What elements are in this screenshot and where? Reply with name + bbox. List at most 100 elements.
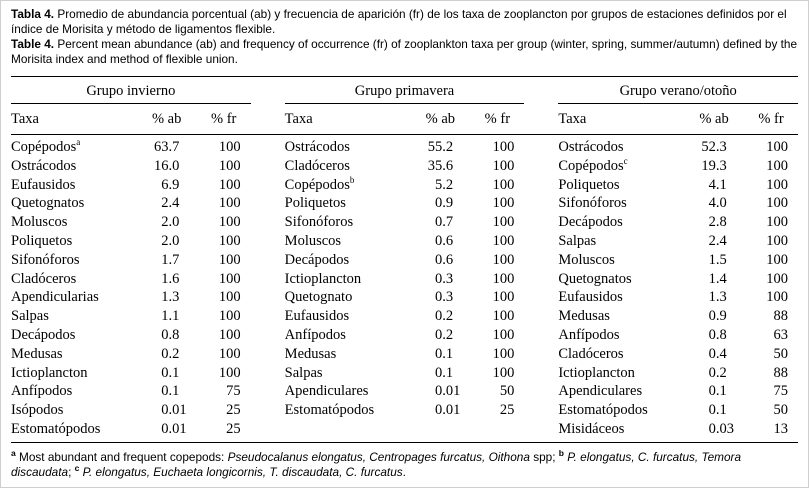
column-headers: Taxa % ab % fr — [558, 104, 798, 134]
table-row: Moluscos 2.00 100 — [11, 213, 251, 232]
fr-cell: 75 — [226, 383, 241, 400]
fr-cell: 100 — [766, 214, 789, 231]
ab-cell: 2.40 — [708, 232, 727, 249]
fr-cell: 88 — [773, 308, 789, 325]
group-header-2: Grupo verano/otoño Taxa % ab % fr — [558, 77, 799, 134]
fr-cell: 100 — [218, 308, 241, 325]
fr-cell: 63 — [773, 326, 789, 343]
taxa-cell: Medusas — [558, 308, 610, 325]
table-row: Copépodosc 19.30 100 — [558, 157, 798, 176]
table-row: Anfípodos 0.20 100 — [285, 326, 525, 345]
ab-cell: 2.00 — [161, 232, 180, 249]
taxa-cell: Salpas — [11, 308, 49, 325]
taxa-cell: Isópodos — [11, 402, 64, 419]
fr-cell: 50 — [773, 345, 789, 362]
ab-cell: 52.30 — [701, 139, 727, 155]
caption-spanish: Tabla 4. Promedio de abundancia porcentu… — [11, 7, 798, 37]
fr-cell: 100 — [218, 289, 241, 306]
col-header-ab: % ab — [699, 111, 729, 127]
table-row: Medusas 0.20 100 — [11, 345, 251, 364]
fr-cell: 100 — [766, 139, 789, 155]
ab-cell: 1.40 — [708, 270, 727, 287]
fr-cell: 100 — [492, 195, 515, 212]
footnote-species-italic: Pseudocalanus elongatus, Centropages fur… — [227, 449, 530, 464]
ab-cell: 0.01 — [161, 402, 187, 419]
table-row: Ictioplancton 0.10 100 — [11, 364, 251, 383]
group-body-0: Copépodosa63.70100Ostrácodos16.00100Eufa… — [11, 138, 251, 439]
fr-cell: 100 — [492, 214, 515, 231]
fr-cell: 100 — [766, 270, 789, 287]
taxa-cell: Quetognatos — [11, 195, 85, 212]
ab-cell: 0.20 — [161, 345, 180, 362]
table-row: Cladóceros 1.60 100 — [11, 270, 251, 289]
table-row: Decápodos 0.80 100 — [11, 326, 251, 345]
taxa-cell: Cladóceros — [284, 157, 350, 174]
ab-cell: 0.01 — [161, 420, 187, 437]
column-headers: Taxa % ab % fr — [285, 104, 525, 134]
table-row: Eufausidos 0.20 100 — [285, 307, 525, 326]
ab-cell: 1.30 — [708, 289, 727, 306]
group-headers-row: Grupo invierno Taxa% ab% fr Grupo primaver… — [11, 77, 799, 134]
taxa-cell: Copépodosa — [11, 138, 81, 155]
fr-cell: 25 — [499, 402, 515, 419]
table-row: Anfípodos 0.10 75 — [11, 382, 251, 401]
col-header-fr: % fr — [210, 111, 237, 127]
group-body-1: Ostrácodos55.20100Cladóceros35.60100Copé… — [285, 138, 525, 439]
ab-cell: 0.40 — [708, 345, 727, 362]
col-header-taxa: Taxa — [558, 111, 587, 127]
ab-cell: 55.20 — [427, 139, 454, 155]
table-body-section: Copépodosa63.70100Ostrácodos16.00100Eufa… — [11, 135, 798, 443]
group-title: Grupo primavera — [284, 77, 525, 104]
ab-cell: 0.90 — [708, 308, 727, 325]
ab-cell: 0.60 — [434, 232, 454, 249]
fr-cell: 100 — [492, 232, 515, 249]
taxa-cell: Poliquetos — [11, 232, 73, 249]
fr-cell: 25 — [226, 420, 241, 437]
ab-cell: 0.30 — [434, 270, 454, 287]
table-row: Eufausidos 6.90 100 — [11, 176, 251, 195]
fr-cell: 50 — [499, 383, 515, 400]
fr-cell: 100 — [766, 289, 789, 306]
footnote-species-italic: P. elongatus, Euchaeta longicornis, T. d… — [82, 464, 403, 479]
fr-cell: 100 — [492, 326, 515, 343]
ab-cell: 0.20 — [708, 364, 727, 381]
ab-cell: 1.30 — [161, 289, 180, 306]
taxa-cell: Eufausidos — [558, 289, 623, 306]
ab-cell: 0.10 — [434, 345, 454, 362]
caption-es-label: Tabla 4. — [11, 7, 55, 21]
fr-cell: 100 — [766, 176, 789, 193]
table-row: Decápodos 0.60 100 — [285, 251, 525, 270]
fr-cell: 100 — [492, 345, 515, 362]
ab-cell: 0.20 — [434, 308, 454, 325]
table-row: Salpas 2.40 100 — [558, 232, 798, 251]
footnote-text: Most abundant and frequent copepods: — [15, 449, 228, 464]
taxa-cell: Quetognato — [284, 289, 353, 306]
taxa-cell: Apendiculares — [284, 383, 369, 400]
table-row: Ictioplancton 0.20 88 — [558, 364, 798, 383]
ab-cell: 0.10 — [708, 402, 727, 419]
fr-cell: 88 — [773, 364, 789, 381]
ab-cell: 0.90 — [434, 195, 454, 212]
fr-cell: 25 — [226, 402, 241, 419]
ab-cell: 4.10 — [708, 176, 727, 193]
ab-cell: 0.10 — [161, 364, 180, 381]
ab-cell: 63.70 — [154, 139, 180, 155]
ab-cell: 0.01 — [434, 402, 461, 419]
table-header-section: Grupo invierno Taxa% ab% fr Grupo primaver… — [11, 76, 799, 135]
taxa-superscript: a — [76, 138, 81, 148]
fr-cell: 100 — [218, 195, 241, 212]
table-row: Poliquetos 0.90 100 — [285, 194, 525, 213]
table-row: Cladóceros 35.60 100 — [285, 157, 525, 176]
table-row: Ictioplancton 0.30 100 — [285, 270, 525, 289]
taxa-cell: Sifonóforos — [11, 251, 80, 268]
table-row: Poliquetos 2.00 100 — [11, 232, 251, 251]
taxa-cell: Copépodosb — [284, 175, 355, 193]
ab-cell: 35.60 — [427, 157, 454, 174]
table-row: Medusas 0.10 100 — [285, 345, 525, 364]
zooplankton-table: Grupo invierno Taxa% ab% fr Grupo primaver… — [11, 76, 799, 443]
ab-cell: 4.00 — [708, 195, 727, 212]
fr-cell: 100 — [218, 139, 241, 155]
table-row: Moluscos 1.50 100 — [558, 251, 798, 270]
ab-cell: 0.01 — [434, 383, 461, 400]
taxa-cell: Moluscos — [284, 232, 342, 249]
